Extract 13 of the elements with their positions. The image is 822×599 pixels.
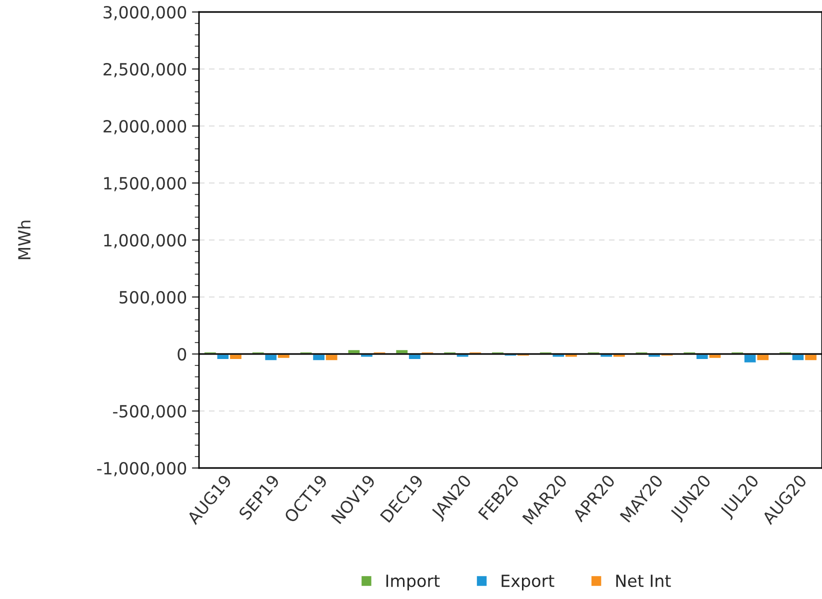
y-tick-label: 500,000 <box>120 290 186 306</box>
y-tick-label: 2,500,000 <box>104 62 186 78</box>
y-tick-label: 1,000,000 <box>104 234 186 248</box>
y-tick-label: -500,000 <box>113 404 186 420</box>
legend-label: Import <box>386 574 440 590</box>
y-tick-label: 0 <box>178 348 186 361</box>
y-tick-label: 2,000,000 <box>104 120 186 134</box>
y-axis-title: MWh <box>18 220 30 260</box>
legend-label: Net Int <box>616 574 671 588</box>
legend-label: Export <box>502 574 554 590</box>
y-tick-label: 3,000,000 <box>104 6 186 20</box>
y-tick-label: 1,500,000 <box>104 176 186 192</box>
y-tick-label: -1,000,000 <box>97 462 186 476</box>
